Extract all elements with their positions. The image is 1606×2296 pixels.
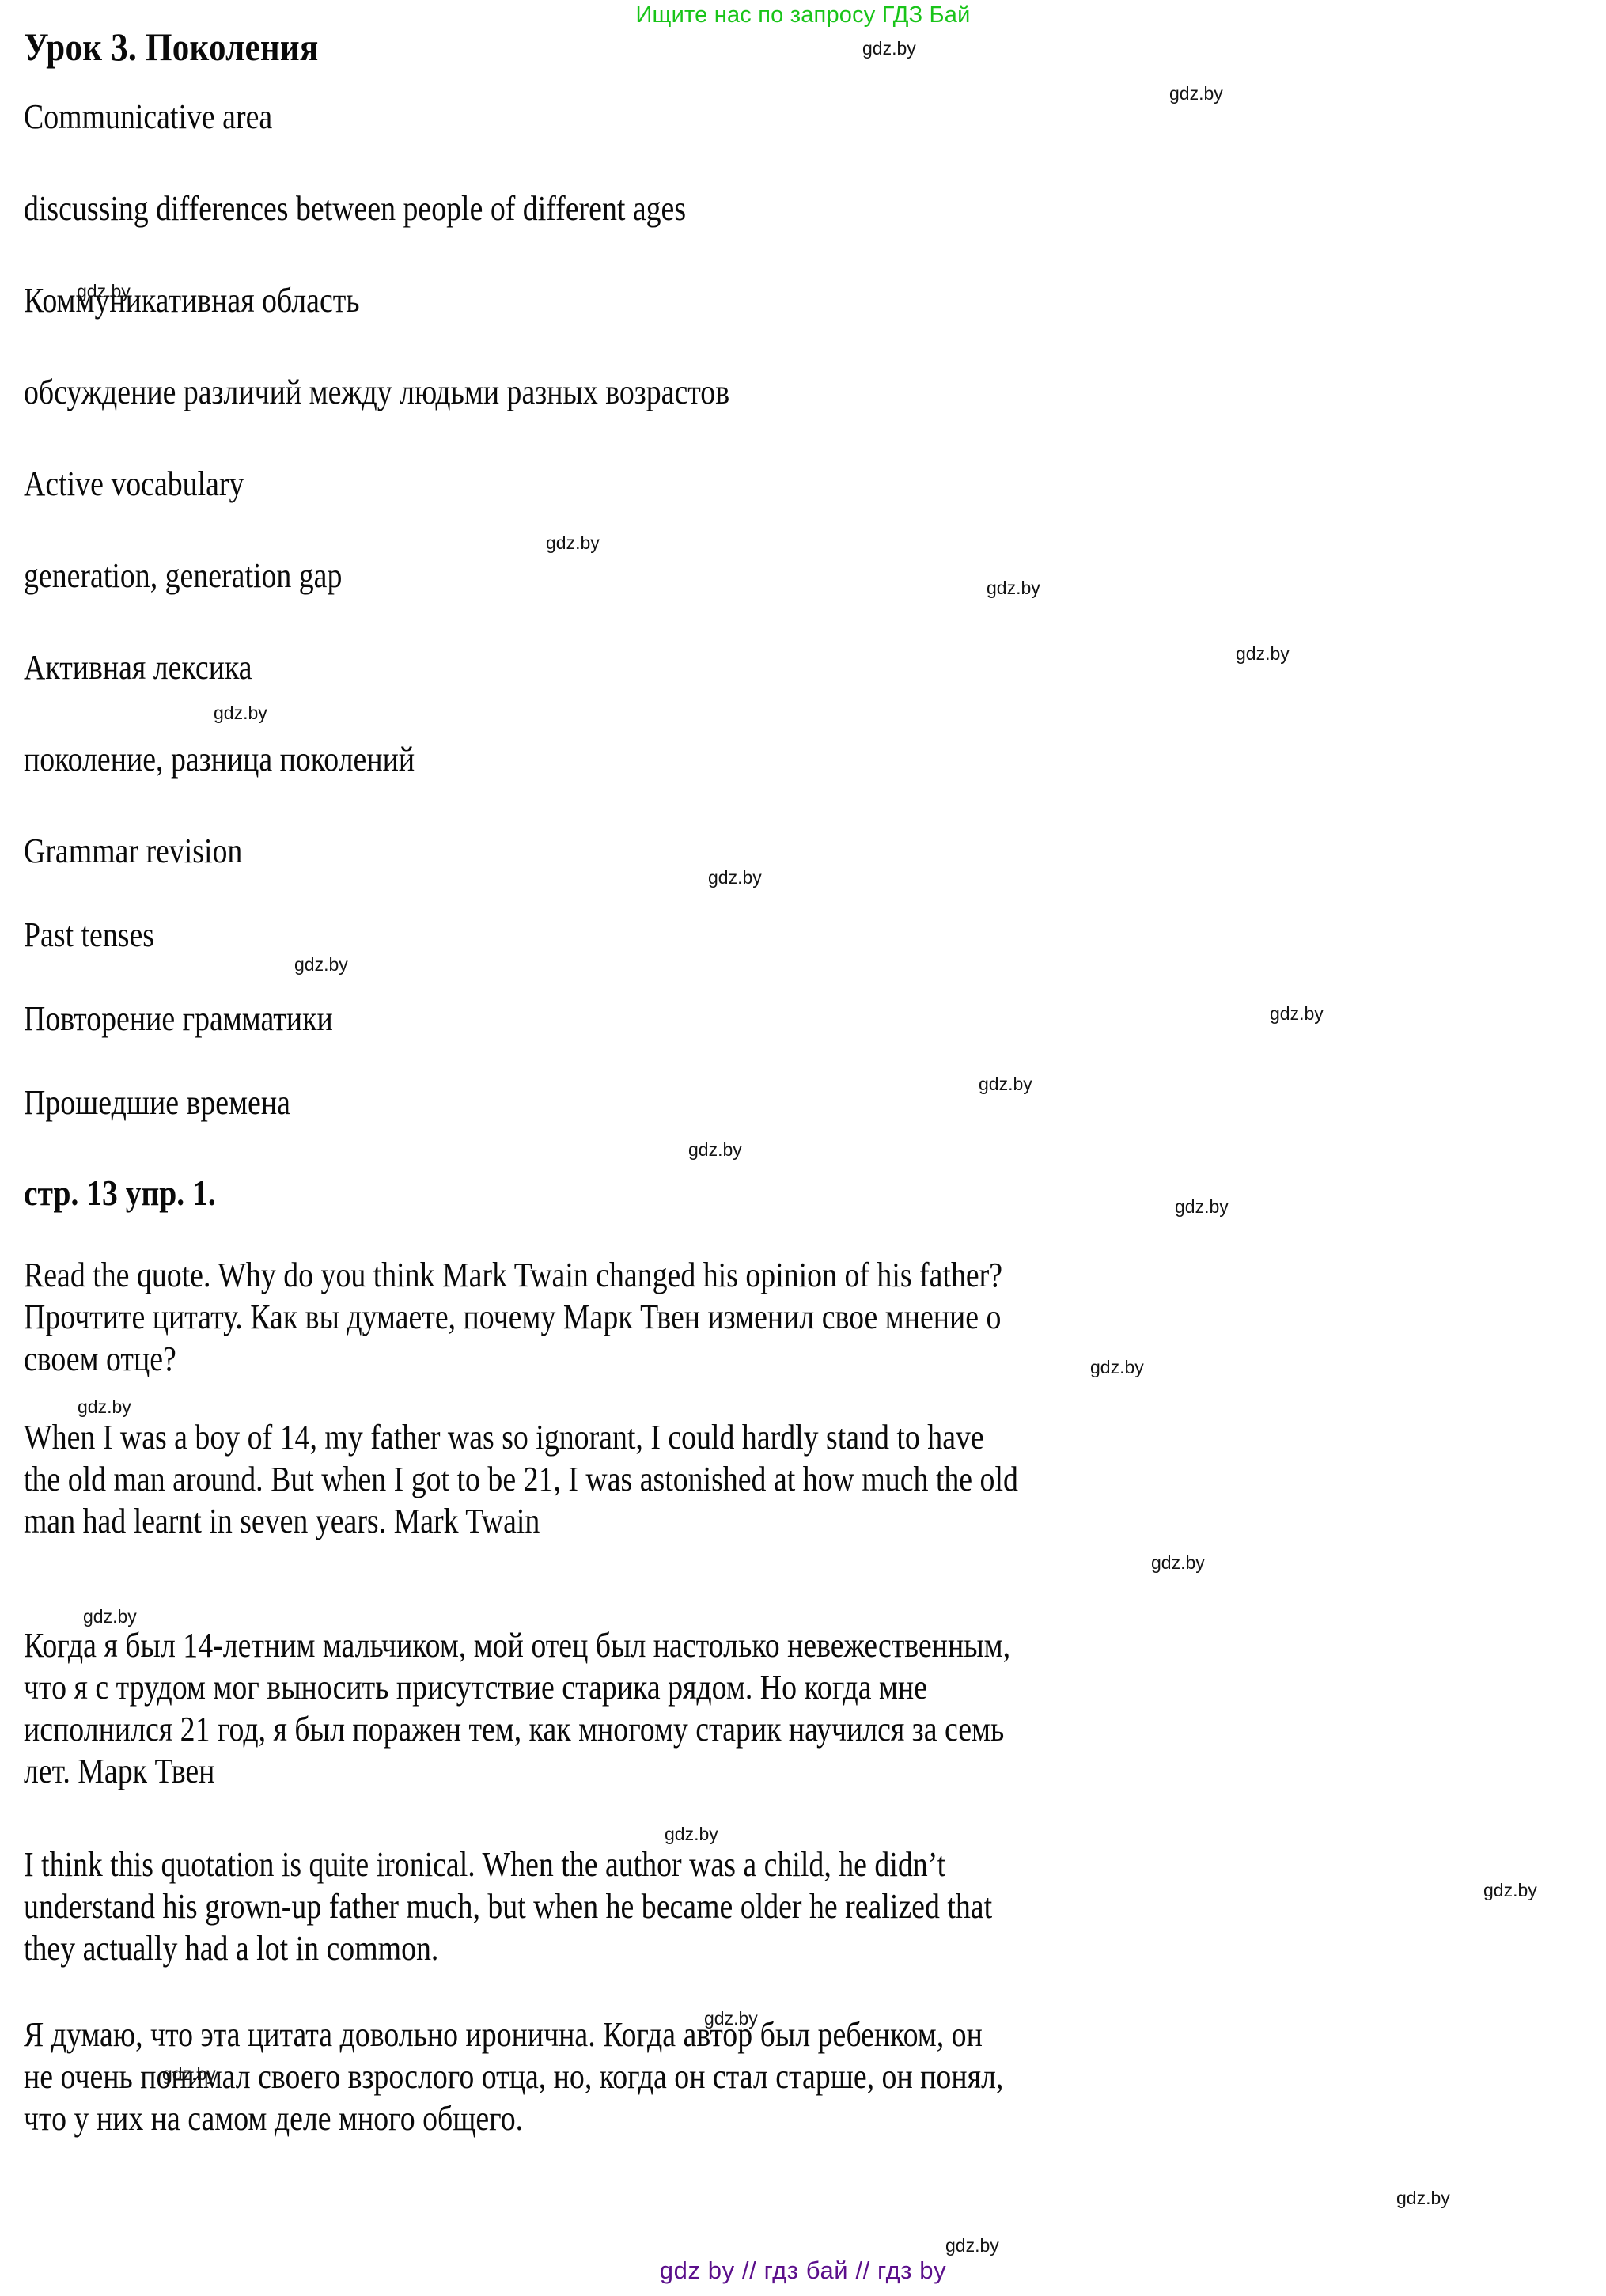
watermark-gdz-4: gdz.by <box>987 578 1040 598</box>
quote-ru-line-1: Когда я был 14-летним мальчиком, мой оте… <box>24 1626 1011 1665</box>
watermark-gdz-17: gdz.by <box>665 1824 718 1844</box>
quote-ru-line-2: что я с трудом мог выносить присутствие … <box>24 1668 927 1707</box>
promo-banner: Ищите нас по запросу ГДЗ Бай <box>635 2 971 28</box>
watermark-gdz-5: gdz.by <box>1236 643 1290 664</box>
watermark-gdz-12: gdz.by <box>1175 1196 1229 1217</box>
watermark-gdz-11: gdz.by <box>688 1139 742 1160</box>
section-past-tenses-ru: Прошедшие времена <box>24 1083 290 1122</box>
watermark-gdz-22: gdz.by <box>945 2235 999 2256</box>
quote-ru-line-3: исполнился 21 год, я был поражен тем, ка… <box>24 1710 1005 1749</box>
watermark-gdz-6: gdz.by <box>214 703 267 723</box>
watermark-gdz-9: gdz.by <box>1270 1003 1324 1024</box>
section-communicative-area-desc-en: discussing differences between people of… <box>24 189 687 228</box>
watermark-gdz-13: gdz.by <box>1090 1357 1144 1377</box>
section-active-vocabulary-ru: Активная лексика <box>24 648 252 687</box>
watermark-gdz-10: gdz.by <box>979 1074 1032 1094</box>
section-active-vocabulary-items-en: generation, generation gap <box>24 556 343 595</box>
watermark-gdz-3: gdz.by <box>546 532 600 553</box>
task-text-ru-line-1: Прочтите цитату. Как вы думаете, почему … <box>24 1298 1002 1336</box>
section-communicative-area-en: Communicative area <box>24 97 273 136</box>
section-communicative-area-ru: Коммуникативная область <box>24 281 360 320</box>
watermark-gdz-1: gdz.by <box>1169 83 1223 104</box>
quote-en-line-3: man had learnt in seven years. Mark Twai… <box>24 1502 540 1540</box>
watermark-gdz-18: gdz.by <box>1483 1880 1537 1900</box>
section-grammar-revision-ru: Повторение грамматики <box>24 999 333 1038</box>
section-past-tenses-en: Past tenses <box>24 915 155 954</box>
section-active-vocabulary-en: Active vocabulary <box>24 464 244 503</box>
section-active-vocabulary-items-ru: поколение, разница поколений <box>24 740 415 779</box>
exercise-reference: стр. 13 упр. 1. <box>24 1173 216 1213</box>
task-text-en: Read the quote. Why do you think Mark Tw… <box>24 1256 1003 1294</box>
section-grammar-revision-en: Grammar revision <box>24 832 243 870</box>
watermark-gdz-21: gdz.by <box>1396 2188 1450 2208</box>
quote-en-line-2: the old man around. But when I got to be… <box>24 1460 1018 1498</box>
page-title: Урок 3. Поколения <box>24 25 319 69</box>
quote-ru-line-4: лет. Марк Твен <box>24 1752 215 1790</box>
site-footer: gdz by // гдз бай // гдз by <box>659 2256 947 2284</box>
answer-en-line-1: I think this quotation is quite ironical… <box>24 1845 946 1884</box>
answer-en-line-2: understand his grown-up father much, but… <box>24 1887 993 1926</box>
task-text-ru-line-2: своем отце? <box>24 1339 176 1378</box>
quote-en-line-1: When I was a boy of 14, my father was so… <box>24 1418 984 1457</box>
answer-en-line-3: they actually had a lot in common. <box>24 1929 439 1968</box>
watermark-gdz-0: gdz.by <box>862 38 916 59</box>
answer-ru-line-2: не очень понимал своего взрослого отца, … <box>24 2057 1004 2096</box>
watermark-gdz-7: gdz.by <box>708 867 762 888</box>
answer-ru-line-3: что у них на самом деле много общего. <box>24 2099 524 2138</box>
watermark-gdz-15: gdz.by <box>1151 1552 1205 1573</box>
answer-ru-line-1: Я думаю, что эта цитата довольно ироничн… <box>24 2015 983 2054</box>
section-communicative-area-desc-ru: обсуждение различий между людьми разных … <box>24 373 730 411</box>
watermark-gdz-8: gdz.by <box>294 954 348 975</box>
watermark-gdz-14: gdz.by <box>78 1396 131 1417</box>
